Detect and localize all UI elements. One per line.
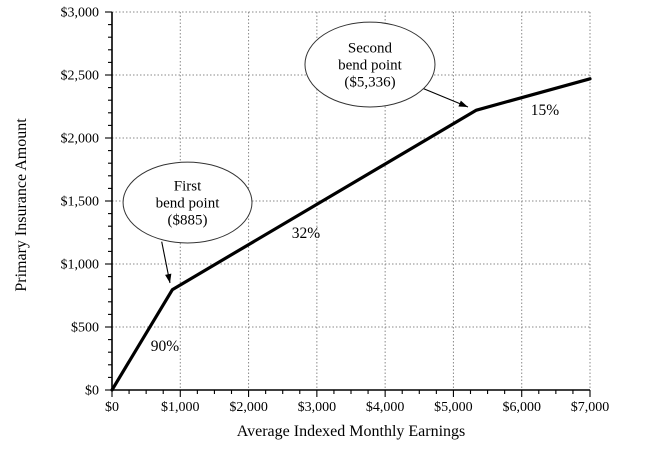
y-tick-label: $1,500 — [61, 195, 100, 210]
y-axis-title: Primary Insurance Amount — [13, 118, 30, 292]
y-tick-label: $500 — [71, 321, 99, 336]
callout-text-line: ($885) — [168, 213, 208, 229]
callout-text-line: First — [174, 179, 202, 195]
callout-text-line: ($5,336) — [344, 75, 395, 91]
pia-curve — [110, 77, 592, 392]
segment-rate-labels: 90% 32% 15% — [151, 102, 560, 355]
y-tick-labels: $0 $500 $1,000 $1,500 $2,000 $2,500 $3,000 — [61, 6, 100, 399]
x-tick-label: $3,000 — [298, 400, 337, 415]
x-tick-label: $7,000 — [571, 400, 610, 415]
x-axis-title: Average Indexed Monthly Earnings — [236, 423, 466, 440]
y-tick-label: $2,000 — [61, 132, 100, 147]
x-tick-label: $1,000 — [161, 400, 200, 415]
callout-text-line: bend point — [156, 196, 221, 212]
y-tick-label: $1,000 — [61, 258, 100, 273]
x-tick-label: $5,000 — [434, 400, 473, 415]
x-tick-label: $6,000 — [502, 400, 541, 415]
callout-text-line: Second — [348, 41, 393, 57]
callout-text-line: bend point — [338, 58, 403, 74]
segment-rate-label: 90% — [151, 338, 180, 355]
x-tick-label: $4,000 — [366, 400, 405, 415]
callout-bubble — [122, 161, 253, 244]
callout-bubble — [304, 21, 436, 108]
y-tick-label: $0 — [85, 384, 99, 399]
segment-rate-label: 32% — [292, 225, 321, 242]
callout-arrowhead — [165, 273, 172, 284]
callout-arrowhead — [458, 100, 468, 108]
segment-rate-label: 15% — [531, 102, 560, 119]
y-tick-label: $3,000 — [61, 6, 100, 21]
x-tick-labels: $0 $1,000 $2,000 $3,000 $4,000 $5,000 $6,000 $7… — [105, 400, 609, 415]
x-tick-label: $0 — [105, 400, 119, 415]
y-tick-label: $2,500 — [61, 69, 100, 84]
x-tick-label: $2,000 — [229, 400, 268, 415]
